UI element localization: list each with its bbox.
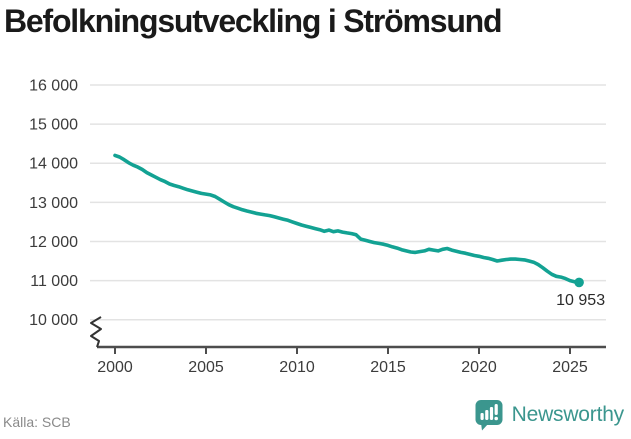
x-tick-label: 2005 (188, 359, 224, 376)
y-tick-label: 10 000 (29, 312, 78, 329)
y-tick-label: 16 000 (29, 78, 78, 95)
page-title: Befolkningsutveckling i Strömsund (4, 3, 503, 39)
end-point-marker (574, 277, 584, 288)
x-tick-label: 2015 (370, 359, 406, 376)
y-tick-label: 15 000 (29, 117, 78, 134)
newsworthy-wordmark: Newsworthy (511, 402, 625, 426)
x-tick-label: 2010 (279, 359, 315, 376)
y-tick-label: 13 000 (29, 195, 78, 212)
bar-chart-glyph (480, 404, 498, 421)
axis-break-icon (90, 316, 102, 348)
x-tick-label: 2000 (97, 359, 133, 376)
y-tick-label: 14 000 (29, 156, 78, 173)
newsworthy-logo[interactable]: Newsworthy (474, 398, 624, 431)
end-value-label: 10 953 (556, 292, 605, 309)
population-line (113, 153, 581, 285)
x-tick-label: 2020 (461, 359, 497, 376)
population-line-chart: 16 000 15 000 14 000 13 000 12 000 11 000 10 0… (29, 78, 606, 376)
newsworthy-logo-icon (475, 400, 503, 431)
x-tick-label: 2025 (552, 359, 588, 376)
source-label: Källa: SCB (3, 414, 71, 430)
y-tick-label: 11 000 (30, 273, 78, 290)
speech-bubble-shape (475, 400, 503, 431)
y-tick-label: 12 000 (29, 234, 78, 251)
